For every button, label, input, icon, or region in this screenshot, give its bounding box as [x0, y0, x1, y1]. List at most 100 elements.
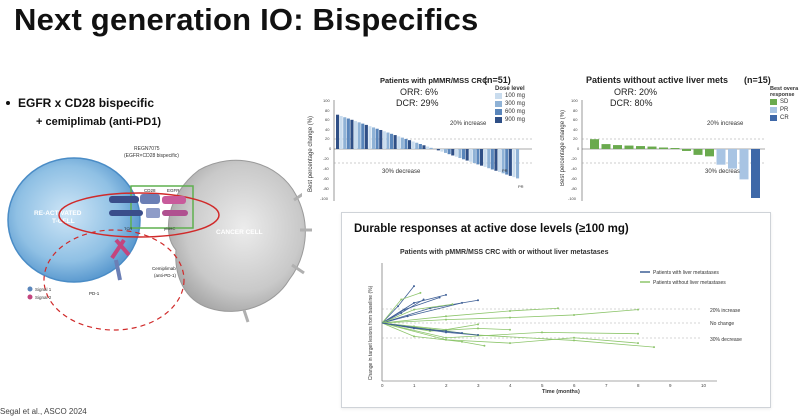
patient-trajectory: [381, 322, 639, 339]
legend-swatch: [495, 101, 502, 107]
x-tick-label: 8: [637, 383, 640, 388]
legend-label: SD: [780, 99, 789, 105]
waterfall-bar: [404, 138, 408, 149]
waterfall-bar: [472, 149, 476, 164]
patient-trajectory: [381, 292, 421, 324]
left-waterfall-title: Patients with pMMR/MSS CRC: [380, 76, 488, 85]
x-tick-label: 3: [477, 383, 480, 388]
waterfall-bar: [444, 149, 448, 153]
legend-label: PR: [780, 107, 789, 113]
trajectory-point: [541, 331, 543, 334]
waterfall-bar: [368, 126, 372, 149]
trajectory-point: [406, 315, 409, 318]
legend-label: CR: [780, 115, 789, 121]
waterfall-bar: [440, 149, 444, 152]
right-response-legend: Best overa response SD PR CR: [770, 86, 798, 122]
svg-text:-20: -20: [323, 156, 330, 161]
svg-text:40: 40: [573, 127, 578, 132]
x-tick-label: 7: [605, 383, 608, 388]
x-tick-label: 5: [541, 383, 544, 388]
waterfall-bar: [613, 145, 622, 149]
left-increase-label: 20% increase: [450, 121, 487, 127]
waterfall-bar: [436, 149, 440, 151]
waterfall-bar: [490, 149, 494, 170]
waterfall-bar: [487, 149, 491, 169]
svg-text:EGFR: EGFR: [167, 188, 180, 193]
trajectory-point: [573, 336, 575, 339]
waterfall-bar: [447, 149, 451, 155]
waterfall-bar: [705, 149, 714, 157]
legend-item: 600 mg: [495, 108, 525, 116]
svg-text:pMHC: pMHC: [164, 226, 175, 231]
waterfall-bar: [408, 140, 412, 149]
synapse-highlight: [58, 192, 220, 238]
x-tick-label: 9: [669, 383, 672, 388]
trajectory-point: [653, 346, 655, 349]
waterfall-bar: [494, 149, 498, 171]
waterfall-bar: [601, 144, 611, 149]
waterfall-bar: [480, 149, 484, 166]
right-decrease-label: 30% decrease: [705, 169, 744, 175]
svg-text:Best percentage change (%): Best percentage change (%): [560, 110, 566, 186]
svg-text:PD-1: PD-1: [89, 291, 100, 296]
durable-title: Durable responses at active dose levels …: [354, 223, 629, 235]
trajectory-point: [445, 336, 447, 339]
svg-text:-80: -80: [323, 186, 330, 191]
svg-text:-60: -60: [323, 176, 330, 181]
trajectory-point: [413, 335, 415, 338]
t-cell-shape: [7, 157, 141, 283]
legend-label: 900 mg: [505, 117, 526, 123]
svg-text:20: 20: [573, 136, 578, 141]
waterfall-bar: [336, 114, 340, 149]
waterfall-bar: [693, 149, 703, 155]
svg-text:Time (months): Time (months): [542, 389, 580, 395]
drug-label: REGN7075: [134, 146, 160, 152]
waterfall-bar: [458, 149, 462, 159]
svg-text:TCR: TCR: [124, 226, 132, 231]
spider-plot: Change in target lesions from baseline (…: [368, 263, 742, 395]
right-waterfall-panel: Patients without active liver mets (n=15…: [560, 75, 800, 206]
waterfall-bar: [508, 149, 512, 176]
waterfall-bar: [372, 127, 376, 149]
durable-subtitle: Patients with pMMR/MSS CRC with or witho…: [400, 249, 609, 256]
waterfall-bar: [386, 132, 390, 149]
legend-swatch: [770, 115, 777, 121]
svg-text:60: 60: [573, 117, 578, 122]
svg-text:30% decrease: 30% decrease: [710, 337, 742, 343]
trajectory-point: [451, 303, 454, 306]
waterfall-bar: [682, 149, 691, 151]
legend-label: 100 mg: [505, 93, 526, 99]
patient-trajectory: [381, 322, 655, 348]
trajectory-point: [445, 315, 447, 318]
checkpoint-highlight: [43, 229, 185, 331]
legend-item: PR: [770, 106, 798, 114]
waterfall-bar: [465, 149, 469, 161]
trajectory-point: [400, 311, 403, 314]
trajectory-point: [637, 342, 639, 345]
bullet-sub-text: + cemiplimab (anti-PD1): [36, 116, 162, 128]
bullet-dot-icon: [6, 101, 10, 105]
waterfall-bar: [429, 147, 433, 149]
svg-text:Patients with liver metastases: Patients with liver metastases: [653, 270, 719, 276]
x-tick-label: 6: [573, 383, 576, 388]
legend-label: 600 mg: [505, 109, 526, 115]
trajectory-point: [413, 308, 415, 311]
bullet-list: EGFR x CD28 bispecific + cemiplimab (ant…: [6, 96, 161, 128]
svg-text:PR: PR: [518, 184, 524, 189]
svg-text:0: 0: [329, 146, 332, 151]
legend-swatch: [495, 93, 502, 99]
trajectory-point: [637, 332, 639, 335]
x-tick-label: 1: [413, 383, 416, 388]
waterfall-bar: [361, 123, 365, 149]
waterfall-bar: [624, 145, 634, 149]
svg-text:100: 100: [571, 98, 578, 103]
right-dcr: DCR: 80%: [610, 98, 653, 108]
x-tick-label: 4: [509, 383, 512, 388]
left-waterfall-panel: Patients with pMMR/MSS CRC (n=51) ORR: 6…: [302, 75, 542, 206]
svg-text:-100: -100: [568, 196, 577, 201]
slide-title: Next generation IO: Bispecifics: [14, 2, 479, 37]
svg-text:No change: No change: [710, 321, 734, 327]
legend-swatch: [770, 99, 777, 105]
trajectory-point: [509, 328, 511, 331]
cancer-cell-shape: [167, 159, 306, 312]
